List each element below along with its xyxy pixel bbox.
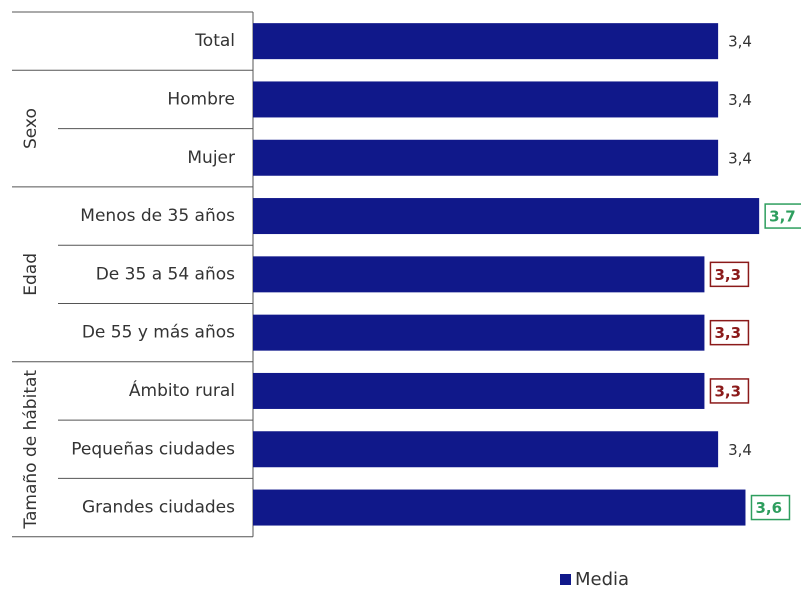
- category-label: De 35 a 54 años: [96, 264, 235, 284]
- value-label: 3,4: [728, 441, 752, 459]
- category-label: Menos de 35 años: [80, 206, 235, 226]
- bar: [253, 431, 719, 468]
- value-label: 3,7: [769, 208, 796, 226]
- value-label: 3,6: [755, 499, 782, 517]
- category-label: Ámbito rural: [129, 379, 235, 401]
- legend-label: Media: [575, 569, 629, 590]
- category-label: Mujer: [187, 148, 235, 168]
- category-label: Grandes ciudades: [82, 498, 235, 518]
- value-label: 3,4: [728, 91, 752, 109]
- category-label: De 55 y más años: [82, 323, 235, 343]
- group-label: Edad: [21, 253, 41, 296]
- value-label: 3,3: [714, 266, 741, 284]
- bar: [253, 489, 746, 526]
- value-label-box: [709, 319, 750, 346]
- bar: [253, 314, 705, 351]
- bar: [253, 372, 705, 409]
- group-label: Sexo: [21, 108, 41, 149]
- bar: [253, 256, 705, 293]
- value-label-box: [709, 261, 750, 288]
- category-label: Hombre: [167, 89, 235, 109]
- category-label: Pequeñas ciudades: [71, 439, 235, 459]
- value-label-box: [750, 494, 791, 521]
- value-label-box: [709, 378, 750, 404]
- value-label: 3,4: [728, 33, 752, 51]
- bar: [253, 198, 760, 235]
- category-label: Total: [194, 31, 235, 51]
- group-label: Tamaño de hábitat: [21, 370, 41, 530]
- value-label: 3,3: [714, 324, 741, 342]
- legend-swatch: [560, 574, 571, 585]
- value-label: 3,3: [714, 382, 741, 400]
- bar: [253, 81, 719, 118]
- bar: [253, 23, 719, 60]
- bar: [253, 139, 719, 176]
- value-label-box: [764, 203, 801, 229]
- value-label: 3,4: [728, 149, 752, 167]
